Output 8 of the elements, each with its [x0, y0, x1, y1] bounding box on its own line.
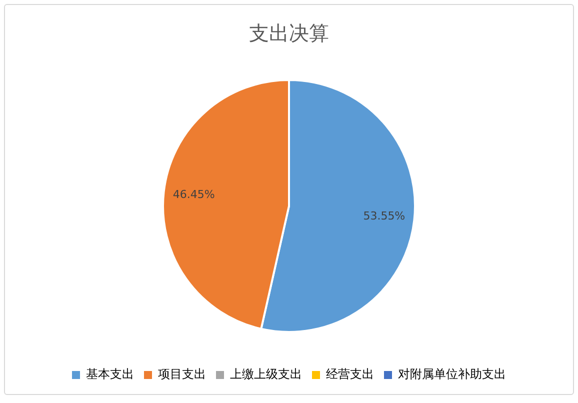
data-label: 46.45%	[172, 188, 215, 202]
legend-label: 上缴上级支出	[230, 367, 302, 382]
legend-label: 基本支出	[86, 367, 134, 382]
chart-title: 支出决算	[249, 21, 329, 46]
legend-label: 经营支出	[326, 367, 374, 382]
legend-label: 对附属单位补助支出	[398, 367, 506, 382]
data-label: 53.55%	[363, 210, 406, 223]
legend-label: 项目支出	[158, 367, 206, 382]
